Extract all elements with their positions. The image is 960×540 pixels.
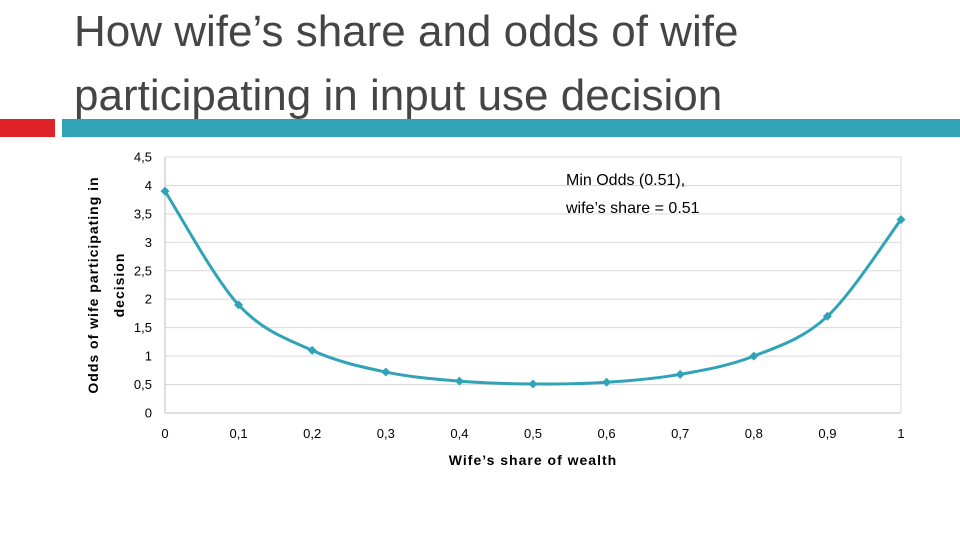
data-point-marker-9 <box>822 311 832 321</box>
slide-title-line-2: participating in input use decision <box>74 71 723 120</box>
y-axis-title-line-1: Odds of wife participating in <box>85 176 101 393</box>
data-point-marker-0 <box>160 186 170 196</box>
data-point-marker-7 <box>675 369 685 379</box>
data-point-marker-5 <box>528 379 538 389</box>
data-point-marker-2 <box>307 345 317 355</box>
x-tick-label-2: 0,2 <box>303 426 321 441</box>
y-tick-label-5: 2,5 <box>134 263 152 278</box>
y-tick-label-6: 3 <box>145 235 152 250</box>
x-tick-label-5: 0,5 <box>524 426 542 441</box>
x-tick-label-7: 0,7 <box>671 426 689 441</box>
accent-bar-red <box>0 119 55 137</box>
data-point-marker-1 <box>234 300 244 310</box>
x-tick-label-8: 0,8 <box>745 426 763 441</box>
accent-bar-teal <box>62 119 960 137</box>
y-tick-label-8: 4 <box>145 178 152 193</box>
x-tick-label-10: 1 <box>897 426 904 441</box>
y-axis-title-line-2: decision <box>111 253 127 318</box>
x-tick-label-9: 0,9 <box>818 426 836 441</box>
x-tick-label-4: 0,4 <box>450 426 468 441</box>
x-tick-label-0: 0 <box>161 426 168 441</box>
slide-title-line-1: How wife’s share and odds of wife <box>74 7 739 56</box>
x-tick-label-3: 0,3 <box>377 426 395 441</box>
axes <box>164 157 901 414</box>
markers-layer <box>160 186 906 389</box>
series-layer <box>163 190 903 386</box>
series-line <box>163 190 903 386</box>
y-tick-label-3: 1,5 <box>134 320 152 335</box>
y-tick-label-4: 2 <box>145 292 152 307</box>
data-point-marker-4 <box>454 376 464 386</box>
data-point-marker-3 <box>381 367 391 377</box>
slide-title: How wife’s share and odds of wife partic… <box>74 0 934 128</box>
y-tick-label-1: 0,5 <box>134 377 152 392</box>
y-tick-label-2: 1 <box>145 349 152 364</box>
data-point-marker-8 <box>749 351 759 361</box>
y-axis-title: Odds of wife participating in decision <box>85 176 127 393</box>
x-tick-labels: 0 0,1 0,2 0,3 0,4 0,5 0,6 0,7 0,8 0,9 1 <box>161 426 904 441</box>
y-tick-label-9: 4,5 <box>134 150 152 165</box>
x-tick-label-1: 0,1 <box>230 426 248 441</box>
y-tick-label-7: 3,5 <box>134 206 152 221</box>
x-axis-title: Wife’s share of wealth <box>449 452 617 468</box>
annotation-line-2: wife’s share = 0.51 <box>565 200 700 217</box>
gridlines <box>165 156 902 413</box>
y-tick-label-0: 0 <box>145 406 152 421</box>
x-tick-label-6: 0,6 <box>598 426 616 441</box>
y-tick-labels: 0 0,5 1 1,5 2 2,5 3 3,5 4 4,5 <box>134 150 152 421</box>
annotation-line-1: Min Odds (0.51), <box>566 172 685 189</box>
data-point-marker-6 <box>602 377 612 387</box>
data-point-marker-10 <box>896 215 906 225</box>
